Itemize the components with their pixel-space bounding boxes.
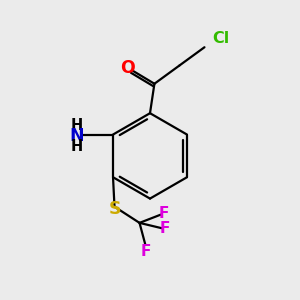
Text: H: H xyxy=(71,140,83,154)
Text: F: F xyxy=(160,221,170,236)
Text: S: S xyxy=(109,200,121,218)
Text: N: N xyxy=(70,127,84,145)
Text: H: H xyxy=(71,118,83,133)
Text: Cl: Cl xyxy=(213,32,230,46)
Text: O: O xyxy=(120,59,134,77)
Text: F: F xyxy=(140,244,151,259)
Text: F: F xyxy=(159,206,169,221)
